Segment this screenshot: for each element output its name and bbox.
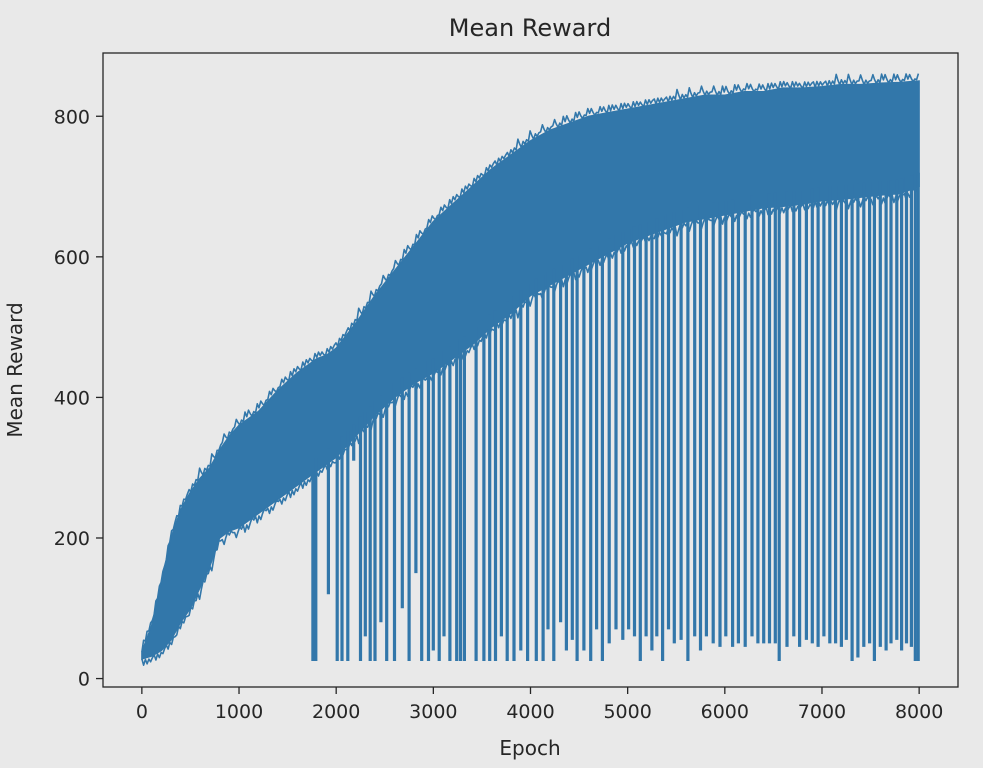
ticks-layer: 0 1000 2000 3000 4000 5000 6000 7000 8000 0 200 400… bbox=[54, 106, 944, 723]
y-tick-label: 0 bbox=[78, 669, 90, 691]
x-tick-label: 2000 bbox=[312, 701, 360, 723]
x-tick-label: 1000 bbox=[215, 701, 263, 723]
x-tick-label: 4000 bbox=[506, 701, 554, 723]
y-tick-label: 200 bbox=[54, 528, 90, 550]
series-layer bbox=[141, 73, 920, 666]
y-tick-label: 600 bbox=[54, 247, 90, 269]
x-tick-label: 5000 bbox=[603, 701, 651, 723]
y-axis-label: Mean Reward bbox=[3, 302, 27, 437]
y-tick-label: 800 bbox=[54, 106, 90, 128]
chart-title: Mean Reward bbox=[449, 14, 611, 42]
x-axis-label: Epoch bbox=[499, 736, 560, 760]
x-tick-label: 3000 bbox=[409, 701, 457, 723]
x-tick-label: 7000 bbox=[798, 701, 846, 723]
x-tick-label: 0 bbox=[136, 701, 148, 723]
x-tick-label: 8000 bbox=[895, 701, 943, 723]
y-tick-label: 400 bbox=[54, 387, 90, 409]
series-upper-edge bbox=[141, 73, 920, 653]
x-tick-label: 6000 bbox=[701, 701, 749, 723]
series-lower-edge bbox=[141, 187, 920, 666]
